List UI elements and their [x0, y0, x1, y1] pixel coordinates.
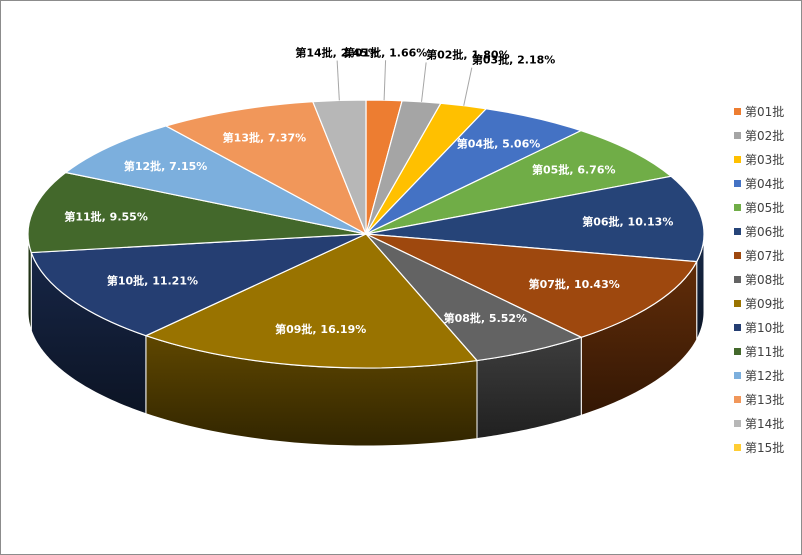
slice-12: [64, 125, 367, 235]
legend-label: 第08批: [745, 273, 785, 287]
data-labels: 第01批, 1.66%第02批, 1.80%第03批, 2.18% 第04批, 5…: [64, 45, 673, 336]
legend-item: 第06批: [734, 223, 784, 247]
legend-label: 第05批: [745, 201, 785, 215]
slice-13: [164, 101, 368, 236]
legend-swatch: [734, 276, 741, 283]
legend-swatch: [734, 228, 741, 235]
legend-label: 第14批: [745, 417, 785, 431]
legend-swatch: [734, 324, 741, 331]
pie-side-walls: [27, 234, 705, 447]
legend-label: 第13批: [745, 393, 785, 407]
data-label-8: 第08批, 5.52%: [444, 311, 527, 325]
legend-label: 第02批: [745, 129, 785, 143]
legend-item: 第12批: [734, 367, 784, 391]
legend-label: 第10批: [745, 321, 785, 335]
legend-item: 第09批: [734, 295, 784, 319]
legend-label: 第11批: [745, 345, 785, 359]
legend-label: 第01批: [745, 105, 785, 119]
slice-6: [365, 175, 705, 263]
slice-9: [144, 233, 479, 369]
data-label-12: 第12批, 7.15%: [124, 159, 207, 173]
data-label-3: 第03批, 2.18%: [472, 53, 555, 67]
legend-label: 第06批: [745, 225, 785, 239]
legend-swatch: [734, 372, 741, 379]
legend-swatch: [734, 132, 741, 139]
legend-item: 第15批: [734, 439, 784, 463]
legend-swatch: [734, 108, 741, 115]
data-label-13: 第13批, 7.37%: [223, 131, 306, 145]
legend-item: 第11批: [734, 343, 784, 367]
leader-line-1: [383, 60, 387, 101]
legend-swatch: [734, 204, 741, 211]
legend-swatch: [734, 156, 741, 163]
legend-swatch: [734, 300, 741, 307]
data-label-9: 第09批, 16.19%: [275, 322, 366, 336]
data-label-1: 第01批, 1.66%: [344, 45, 427, 59]
legend-item: 第07批: [734, 247, 784, 271]
data-label-7: 第07批, 10.43%: [529, 277, 620, 291]
legend-swatch: [734, 348, 741, 355]
legend-item: 第13批: [734, 391, 784, 415]
legend-item: 第01批: [734, 103, 784, 127]
legend-item: 第03批: [734, 151, 784, 175]
legend-label: 第04批: [745, 177, 785, 191]
data-label-11: 第11批, 9.55%: [64, 209, 147, 223]
leader-line-3: [463, 67, 473, 106]
slice-5: [365, 129, 673, 235]
leader-line-14: [336, 60, 340, 101]
legend: 第01批第02批第03批第04批第05批第06批第07批第08批第09批第10批…: [734, 103, 784, 463]
legend-label: 第03批: [745, 153, 785, 167]
legend-swatch: [734, 180, 741, 187]
data-label-5: 第05批, 6.76%: [532, 163, 615, 177]
data-label-6: 第06批, 10.13%: [582, 215, 673, 229]
slice-11: [27, 171, 367, 254]
legend-item: 第14批: [734, 415, 784, 439]
pie-top: [27, 99, 705, 369]
legend-label: 第07批: [745, 249, 785, 263]
data-label-10: 第10批, 11.21%: [107, 273, 198, 287]
legend-swatch: [734, 396, 741, 403]
legend-item: 第04批: [734, 175, 784, 199]
data-label-2: 第02批, 1.80%: [426, 47, 509, 61]
slice-7: [365, 233, 698, 338]
data-label-4: 第04批, 5.06%: [457, 137, 540, 151]
leader-line-2: [421, 62, 427, 102]
legend-swatch: [734, 444, 741, 451]
legend-label: 第09批: [745, 297, 785, 311]
legend-label: 第12批: [745, 369, 785, 383]
data-label-14: 第14批, 2.45%: [295, 46, 378, 60]
legend-label: 第15批: [745, 441, 785, 455]
slice-10: [30, 233, 367, 337]
legend-swatch: [734, 252, 741, 259]
legend-item: 第10批: [734, 319, 784, 343]
legend-item: 第08批: [734, 271, 784, 295]
legend-swatch: [734, 420, 741, 427]
legend-item: 第05批: [734, 199, 784, 223]
legend-item: 第02批: [734, 127, 784, 151]
